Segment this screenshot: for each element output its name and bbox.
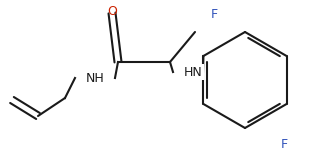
Text: F: F (281, 138, 288, 151)
Text: F: F (210, 8, 218, 21)
Text: NH: NH (86, 71, 104, 84)
Text: HN: HN (184, 66, 202, 78)
Text: O: O (107, 5, 117, 18)
